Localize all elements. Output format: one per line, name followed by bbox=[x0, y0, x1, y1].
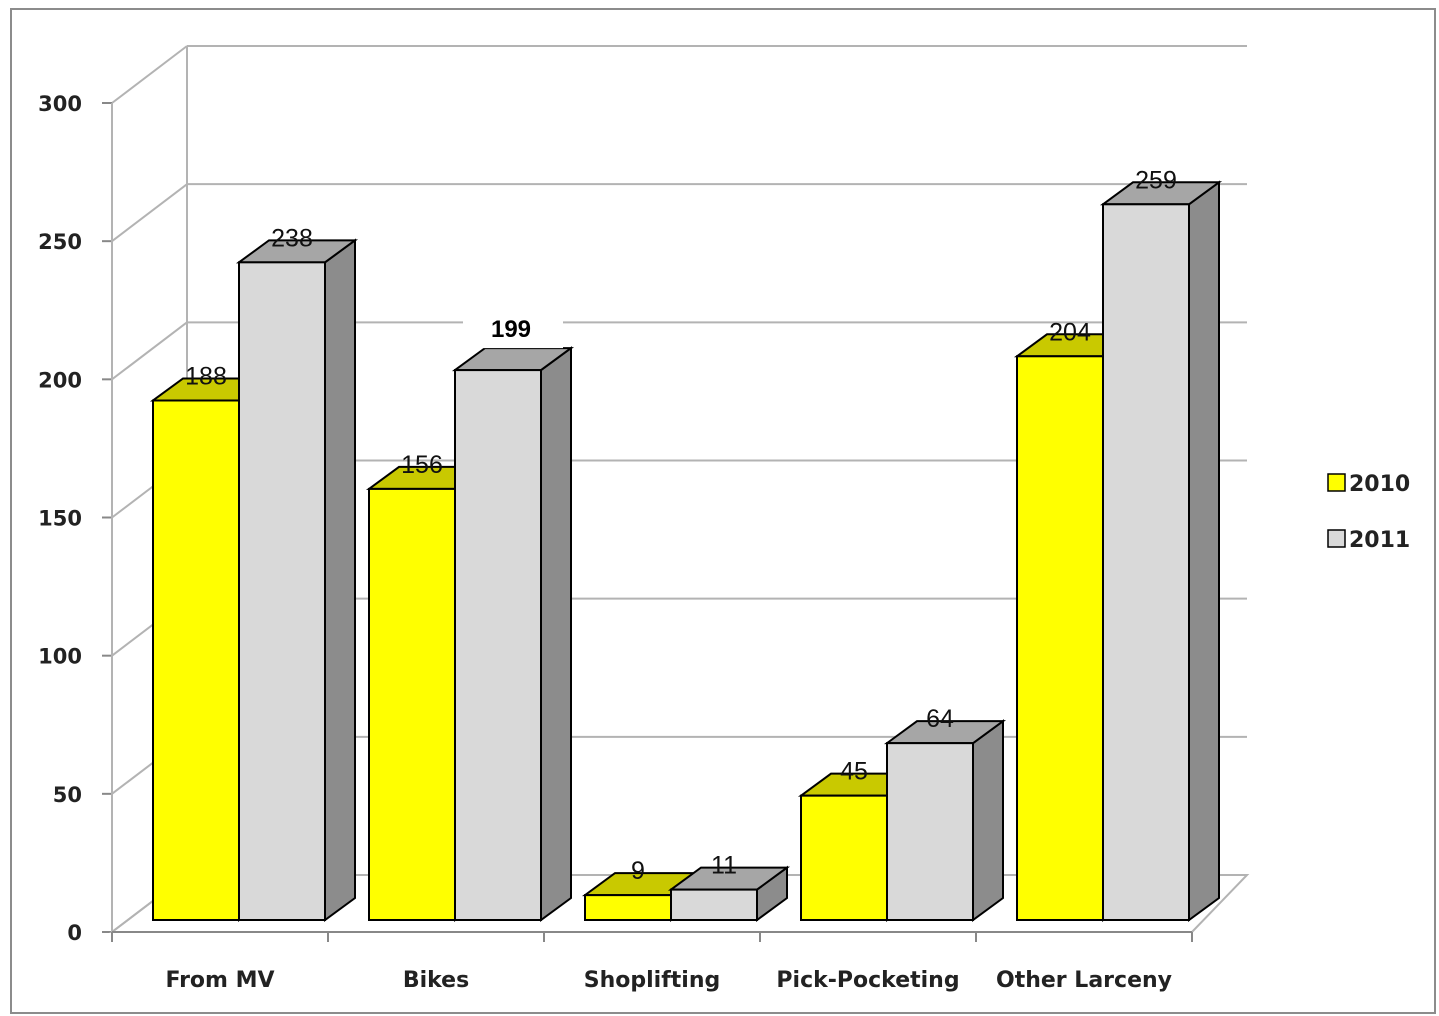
side-gridline-250 bbox=[112, 184, 187, 241]
bar-other-larceny-2011 bbox=[1103, 204, 1189, 920]
y-tick-label-250: 250 bbox=[38, 230, 82, 254]
data-label-other-larceny-2010: 204 bbox=[1049, 318, 1091, 346]
y-tick-label-0: 0 bbox=[67, 921, 82, 945]
x-tick-label-bikes: Bikes bbox=[403, 968, 469, 993]
bar-bikes-2011 bbox=[455, 370, 541, 920]
y-tick-label-300: 300 bbox=[38, 92, 82, 116]
side-gridline-200 bbox=[112, 322, 187, 379]
data-label-other-larceny-2011: 259 bbox=[1135, 166, 1177, 194]
y-tick-label-150: 150 bbox=[38, 507, 82, 531]
bar-other-larceny-2011-side bbox=[1189, 182, 1219, 920]
bar-from-mv-2010 bbox=[153, 400, 239, 920]
bar-shoplifting-2011 bbox=[671, 890, 757, 920]
bar-pick-pocketing-2010 bbox=[801, 796, 887, 920]
data-label-from-mv-2011: 238 bbox=[271, 224, 313, 252]
bar-pick-pocketing-2011 bbox=[887, 743, 973, 920]
bar-bikes-2010 bbox=[369, 489, 455, 920]
legend-swatch-2011 bbox=[1328, 530, 1345, 547]
data-label-shoplifting-2010: 9 bbox=[631, 857, 645, 885]
legend-swatch-2010 bbox=[1328, 474, 1345, 491]
data-label-from-mv-2010: 188 bbox=[185, 362, 227, 390]
legend-label-2011: 2011 bbox=[1349, 528, 1410, 553]
data-label-pick-pocketing-2011: 64 bbox=[926, 705, 954, 733]
bar-bikes-2011-side bbox=[541, 348, 571, 920]
x-tick-label-shoplifting: Shoplifting bbox=[584, 968, 721, 993]
y-tick-label-50: 50 bbox=[53, 783, 82, 807]
bar-shoplifting-2010 bbox=[585, 895, 671, 920]
bar-from-mv-2011 bbox=[239, 262, 325, 920]
side-gridline-300 bbox=[112, 46, 187, 103]
x-tick-label-from-mv: From MV bbox=[165, 968, 274, 993]
data-label-bikes-2011: 199 bbox=[491, 316, 531, 343]
y-tick-label-200: 200 bbox=[38, 368, 82, 392]
bar-pick-pocketing-2011-side bbox=[973, 721, 1003, 920]
x-tick-label-other-larceny: Other Larceny bbox=[996, 968, 1172, 993]
bar-other-larceny-2010 bbox=[1017, 356, 1103, 920]
data-label-shoplifting-2011: 11 bbox=[711, 852, 737, 880]
data-label-pick-pocketing-2010: 45 bbox=[840, 758, 868, 786]
x-tick-label-pick-pocketing: Pick-Pocketing bbox=[776, 968, 959, 993]
bar-from-mv-2011-side bbox=[325, 240, 355, 920]
legend-label-2010: 2010 bbox=[1349, 472, 1410, 497]
y-tick-label-100: 100 bbox=[38, 645, 82, 669]
data-label-bikes-2010: 156 bbox=[401, 451, 443, 479]
